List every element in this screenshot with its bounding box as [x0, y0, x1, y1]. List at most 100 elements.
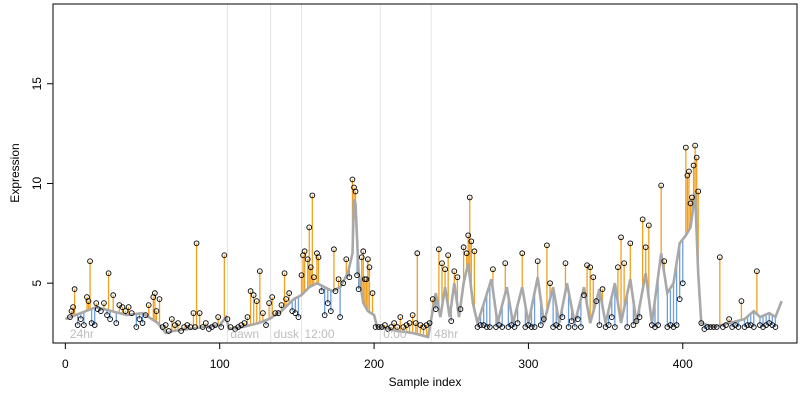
- y-axis-title: Expression: [8, 143, 22, 202]
- data-point: [599, 286, 606, 293]
- data-point: [429, 296, 436, 302]
- data-point: [139, 320, 146, 326]
- data-point: [343, 256, 350, 263]
- data-point: [673, 322, 680, 328]
- data-point: [772, 324, 779, 330]
- data-point: [541, 316, 547, 322]
- data-point: [346, 274, 353, 281]
- data-point: [514, 320, 521, 326]
- data-point: [451, 268, 458, 275]
- data-point: [133, 324, 140, 330]
- data-point: [145, 302, 152, 308]
- data-point: [315, 254, 322, 261]
- data-point: [136, 316, 143, 322]
- data-point: [365, 256, 371, 263]
- data-point: [707, 324, 714, 330]
- data-point: [460, 244, 467, 251]
- data-point: [212, 322, 218, 328]
- segment-label: 48hr: [434, 327, 458, 341]
- data-point: [471, 248, 478, 255]
- data-point: [618, 234, 624, 241]
- data-point: [266, 300, 272, 306]
- data-point: [337, 314, 343, 320]
- data-point: [578, 324, 584, 330]
- data-point: [193, 240, 200, 247]
- data-point: [414, 250, 421, 257]
- data-point: [683, 144, 689, 151]
- data-point: [227, 324, 234, 330]
- data-points: [67, 142, 779, 334]
- data-point: [436, 246, 442, 253]
- data-point: [165, 328, 172, 334]
- y-tick-label: 10: [30, 176, 44, 190]
- data-point: [218, 324, 225, 330]
- fitted-curve: [64, 193, 783, 339]
- x-tick-label: 0: [62, 357, 69, 371]
- data-point: [327, 308, 334, 314]
- data-point: [281, 270, 288, 277]
- data-point: [519, 250, 526, 257]
- data-point: [263, 322, 269, 328]
- data-point: [215, 314, 222, 320]
- data-point: [369, 290, 376, 296]
- data-point: [658, 182, 665, 189]
- data-point: [196, 310, 203, 316]
- data-point: [91, 322, 98, 328]
- data-point: [178, 328, 184, 334]
- data-point: [754, 268, 760, 275]
- data-point: [490, 266, 496, 273]
- data-point: [442, 266, 448, 273]
- data-point: [574, 316, 581, 322]
- data-point: [250, 292, 257, 298]
- data-point: [275, 310, 282, 316]
- data-point: [608, 314, 615, 320]
- data-point: [406, 320, 413, 326]
- data-point: [162, 322, 169, 328]
- data-point: [81, 322, 87, 328]
- data-point: [621, 260, 627, 267]
- data-point: [340, 280, 347, 287]
- data-point: [260, 310, 266, 316]
- data-point: [615, 264, 621, 271]
- data-point: [698, 320, 705, 326]
- data-point: [645, 222, 652, 229]
- data-point: [152, 290, 158, 296]
- data-point: [676, 296, 683, 302]
- data-point: [175, 320, 181, 326]
- data-point: [304, 256, 311, 263]
- data-point: [605, 322, 612, 328]
- data-point: [122, 308, 129, 314]
- y-axis: 5 10 15: [30, 77, 53, 287]
- data-point: [687, 200, 694, 207]
- data-point: [679, 280, 686, 287]
- data-point: [358, 254, 365, 261]
- data-point: [568, 318, 575, 324]
- data-point: [292, 310, 299, 316]
- data-point: [562, 260, 569, 267]
- x-tick-label: 100: [210, 357, 230, 371]
- data-point: [286, 290, 293, 296]
- data-point: [107, 316, 113, 322]
- data-point: [331, 246, 337, 253]
- residual-lines: [69, 145, 777, 337]
- data-point: [110, 292, 117, 298]
- data-point: [466, 194, 473, 201]
- data-point: [695, 188, 702, 195]
- data-point: [534, 258, 541, 265]
- data-point: [531, 324, 538, 330]
- data-point: [352, 188, 359, 195]
- x-axis: 0 100 200 300 400: [62, 343, 693, 371]
- data-point: [128, 310, 135, 316]
- segment-label: 12:00: [305, 327, 335, 341]
- segment-separators: [226, 4, 432, 343]
- data-point: [693, 154, 700, 161]
- data-point: [587, 264, 594, 271]
- data-point: [142, 312, 149, 318]
- data-point: [361, 276, 368, 283]
- data-point: [630, 322, 637, 328]
- data-point: [349, 176, 356, 183]
- data-point: [692, 142, 698, 149]
- data-point: [307, 264, 314, 271]
- data-point: [202, 320, 209, 326]
